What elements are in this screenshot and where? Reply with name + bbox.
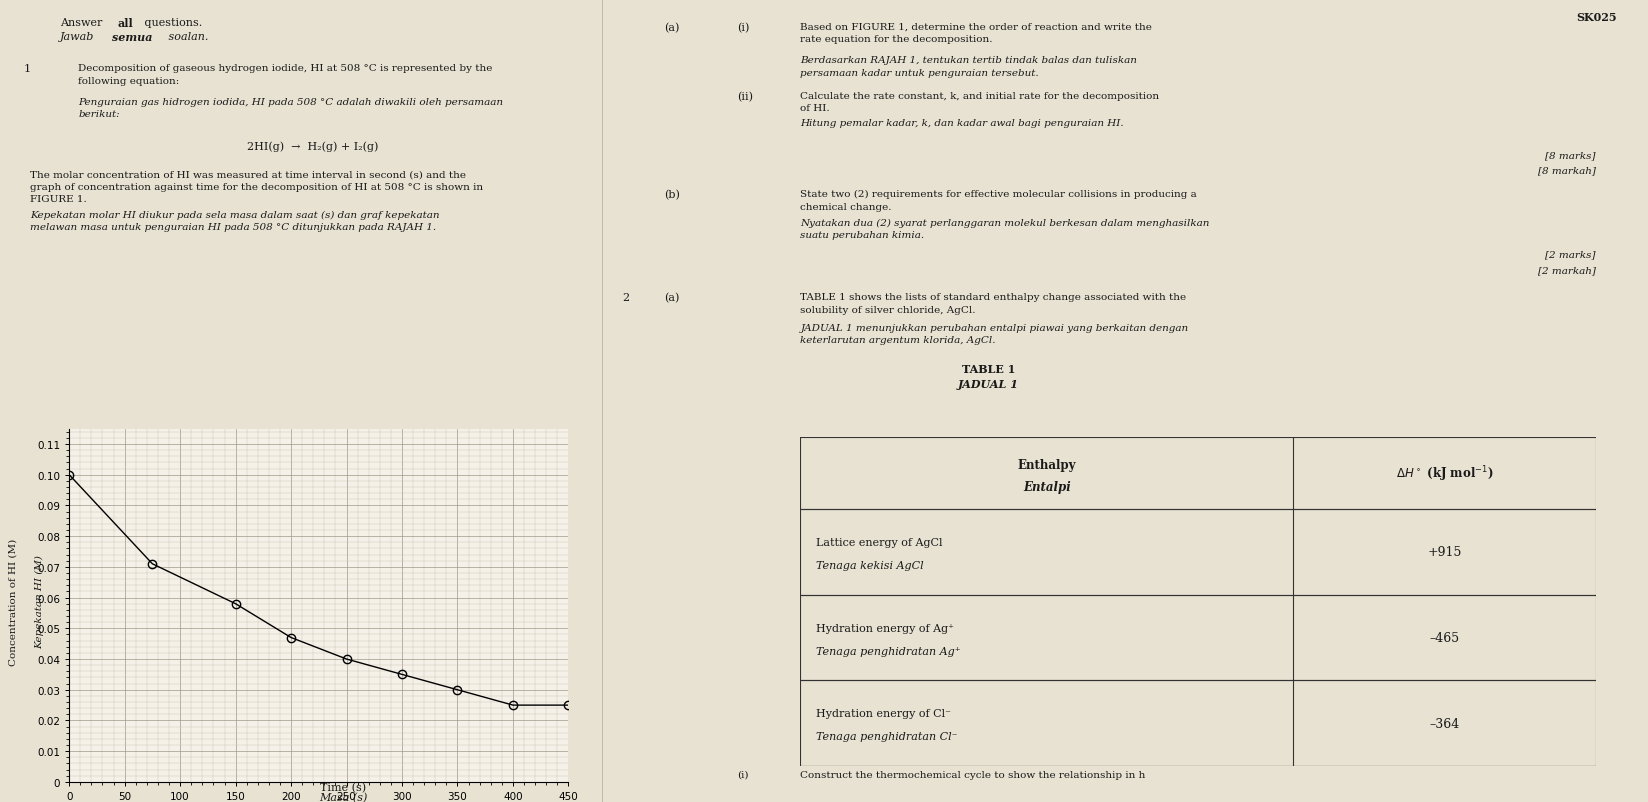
Text: Entalpi: Entalpi (1023, 480, 1071, 493)
Text: Kepekatan molar HI diukur pada sela masa dalam saat (s) dan graf kepekatan
melaw: Kepekatan molar HI diukur pada sela masa… (30, 210, 440, 232)
Text: 1: 1 (25, 64, 31, 74)
Text: (ii): (ii) (738, 91, 753, 102)
Text: JADUAL 1 menunjukkan perubahan entalpi piawai yang berkaitan dengan
keterlarutan: JADUAL 1 menunjukkan perubahan entalpi p… (801, 323, 1188, 345)
Text: all: all (117, 18, 133, 29)
Text: (i): (i) (738, 770, 750, 779)
Text: Penguraian gas hidrogen iodida, HI pada 508 °C adalah diwakili oleh persamaan
be: Penguraian gas hidrogen iodida, HI pada … (77, 98, 503, 119)
Text: [8 marks]: [8 marks] (1546, 151, 1595, 160)
Text: Berdasarkan RAJAH 1, tentukan tertib tindak balas dan tuliskan
persamaan kadar u: Berdasarkan RAJAH 1, tentukan tertib tin… (801, 56, 1137, 78)
Text: +915: +915 (1427, 545, 1462, 559)
Text: [8 markah]: [8 markah] (1538, 166, 1595, 175)
Text: $\Delta H^\circ$ (kJ mol$^{-1}$): $\Delta H^\circ$ (kJ mol$^{-1}$) (1396, 464, 1493, 483)
Text: Tenaga kekisi AgCl: Tenaga kekisi AgCl (816, 561, 925, 570)
Text: Hitung pemalar kadar, k, dan kadar awal bagi penguraian HI.: Hitung pemalar kadar, k, dan kadar awal … (801, 119, 1124, 128)
Text: (a): (a) (664, 293, 679, 303)
Text: Nyatakan dua (2) syarat perlanggaran molekul berkesan dalam menghasilkan
suatu p: Nyatakan dua (2) syarat perlanggaran mol… (801, 218, 1210, 240)
Text: (i): (i) (738, 22, 750, 33)
Text: 2HI(g)  →  H₂(g) + I₂(g): 2HI(g) → H₂(g) + I₂(g) (247, 141, 379, 152)
Text: Enthalpy: Enthalpy (1018, 459, 1076, 472)
Text: soalan.: soalan. (165, 32, 208, 42)
Text: Concentration of HI (M): Concentration of HI (M) (8, 538, 18, 665)
Text: Hydration energy of Ag⁺: Hydration energy of Ag⁺ (816, 623, 954, 633)
Text: Construct the thermochemical cycle to show the relationship in h: Construct the thermochemical cycle to sh… (801, 770, 1145, 779)
Text: –364: –364 (1429, 717, 1460, 730)
Text: The molar concentration of HI was measured at time interval in second (s) and th: The molar concentration of HI was measur… (30, 170, 483, 204)
Text: Jawab: Jawab (59, 32, 97, 42)
Text: Kepekatan HI (M): Kepekatan HI (M) (35, 555, 44, 648)
Text: Tenaga penghidratan Ag⁺: Tenaga penghidratan Ag⁺ (816, 646, 961, 656)
Text: Answer: Answer (59, 18, 105, 27)
Text: Lattice energy of AgCl: Lattice energy of AgCl (816, 537, 943, 547)
Text: Calculate the rate constant, k, and initial rate for the decomposition
of HI.: Calculate the rate constant, k, and init… (801, 91, 1160, 113)
Text: (b): (b) (664, 190, 681, 200)
Text: semua: semua (112, 32, 152, 43)
Text: SK025: SK025 (1575, 12, 1617, 23)
Text: [2 marks]: [2 marks] (1546, 250, 1595, 259)
Text: 2: 2 (623, 293, 630, 302)
Text: Masa (s): Masa (s) (318, 792, 368, 802)
Text: [2 markah]: [2 markah] (1538, 265, 1595, 274)
Text: Tenaga penghidratan Cl⁻: Tenaga penghidratan Cl⁻ (816, 731, 957, 741)
Text: TABLE 1: TABLE 1 (962, 363, 1015, 375)
Text: Hydration energy of Cl⁻: Hydration energy of Cl⁻ (816, 708, 951, 719)
Text: Decomposition of gaseous hydrogen iodide, HI at 508 °C is represented by the
fol: Decomposition of gaseous hydrogen iodide… (77, 64, 493, 86)
Text: (a): (a) (664, 22, 679, 33)
Text: Time (s): Time (s) (320, 782, 366, 792)
Text: TABLE 1 shows the lists of standard enthalpy change associated with the
solubili: TABLE 1 shows the lists of standard enth… (801, 293, 1187, 314)
Text: Based on FIGURE 1, determine the order of reaction and write the
rate equation f: Based on FIGURE 1, determine the order o… (801, 22, 1152, 44)
Text: JADUAL 1: JADUAL 1 (957, 379, 1018, 390)
Text: –465: –465 (1429, 631, 1460, 644)
Text: State two (2) requirements for effective molecular collisions in producing a
che: State two (2) requirements for effective… (801, 190, 1196, 212)
Text: questions.: questions. (142, 18, 203, 27)
